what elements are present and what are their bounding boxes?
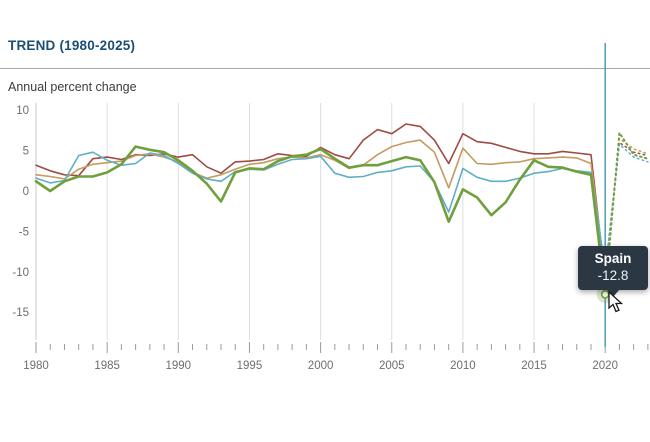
tooltip-value: -12.8 bbox=[597, 268, 629, 283]
chart-subtitle: Annual percent change bbox=[8, 80, 137, 94]
mouse-cursor-icon bbox=[608, 291, 624, 313]
tooltip-pointer bbox=[606, 289, 620, 297]
svg-text:2020: 2020 bbox=[592, 360, 618, 372]
chart-title: TREND (1980-2025) bbox=[8, 38, 136, 53]
svg-text:2015: 2015 bbox=[521, 360, 547, 372]
svg-text:1985: 1985 bbox=[94, 360, 120, 372]
svg-text:-15: -15 bbox=[12, 307, 29, 319]
title-divider bbox=[0, 68, 650, 69]
svg-text:-5: -5 bbox=[19, 226, 29, 238]
svg-text:10: 10 bbox=[16, 105, 29, 117]
hover-tooltip: Spain -12.8 bbox=[578, 246, 648, 297]
svg-text:0: 0 bbox=[23, 186, 29, 198]
svg-text:5: 5 bbox=[23, 146, 29, 158]
svg-text:1980: 1980 bbox=[23, 360, 49, 372]
svg-text:2005: 2005 bbox=[379, 360, 405, 372]
tooltip-country-label: Spain bbox=[594, 251, 632, 266]
svg-text:2000: 2000 bbox=[308, 360, 334, 372]
svg-text:1995: 1995 bbox=[237, 360, 263, 372]
svg-text:2010: 2010 bbox=[450, 360, 476, 372]
svg-text:-10: -10 bbox=[12, 267, 29, 279]
svg-text:1990: 1990 bbox=[166, 360, 192, 372]
